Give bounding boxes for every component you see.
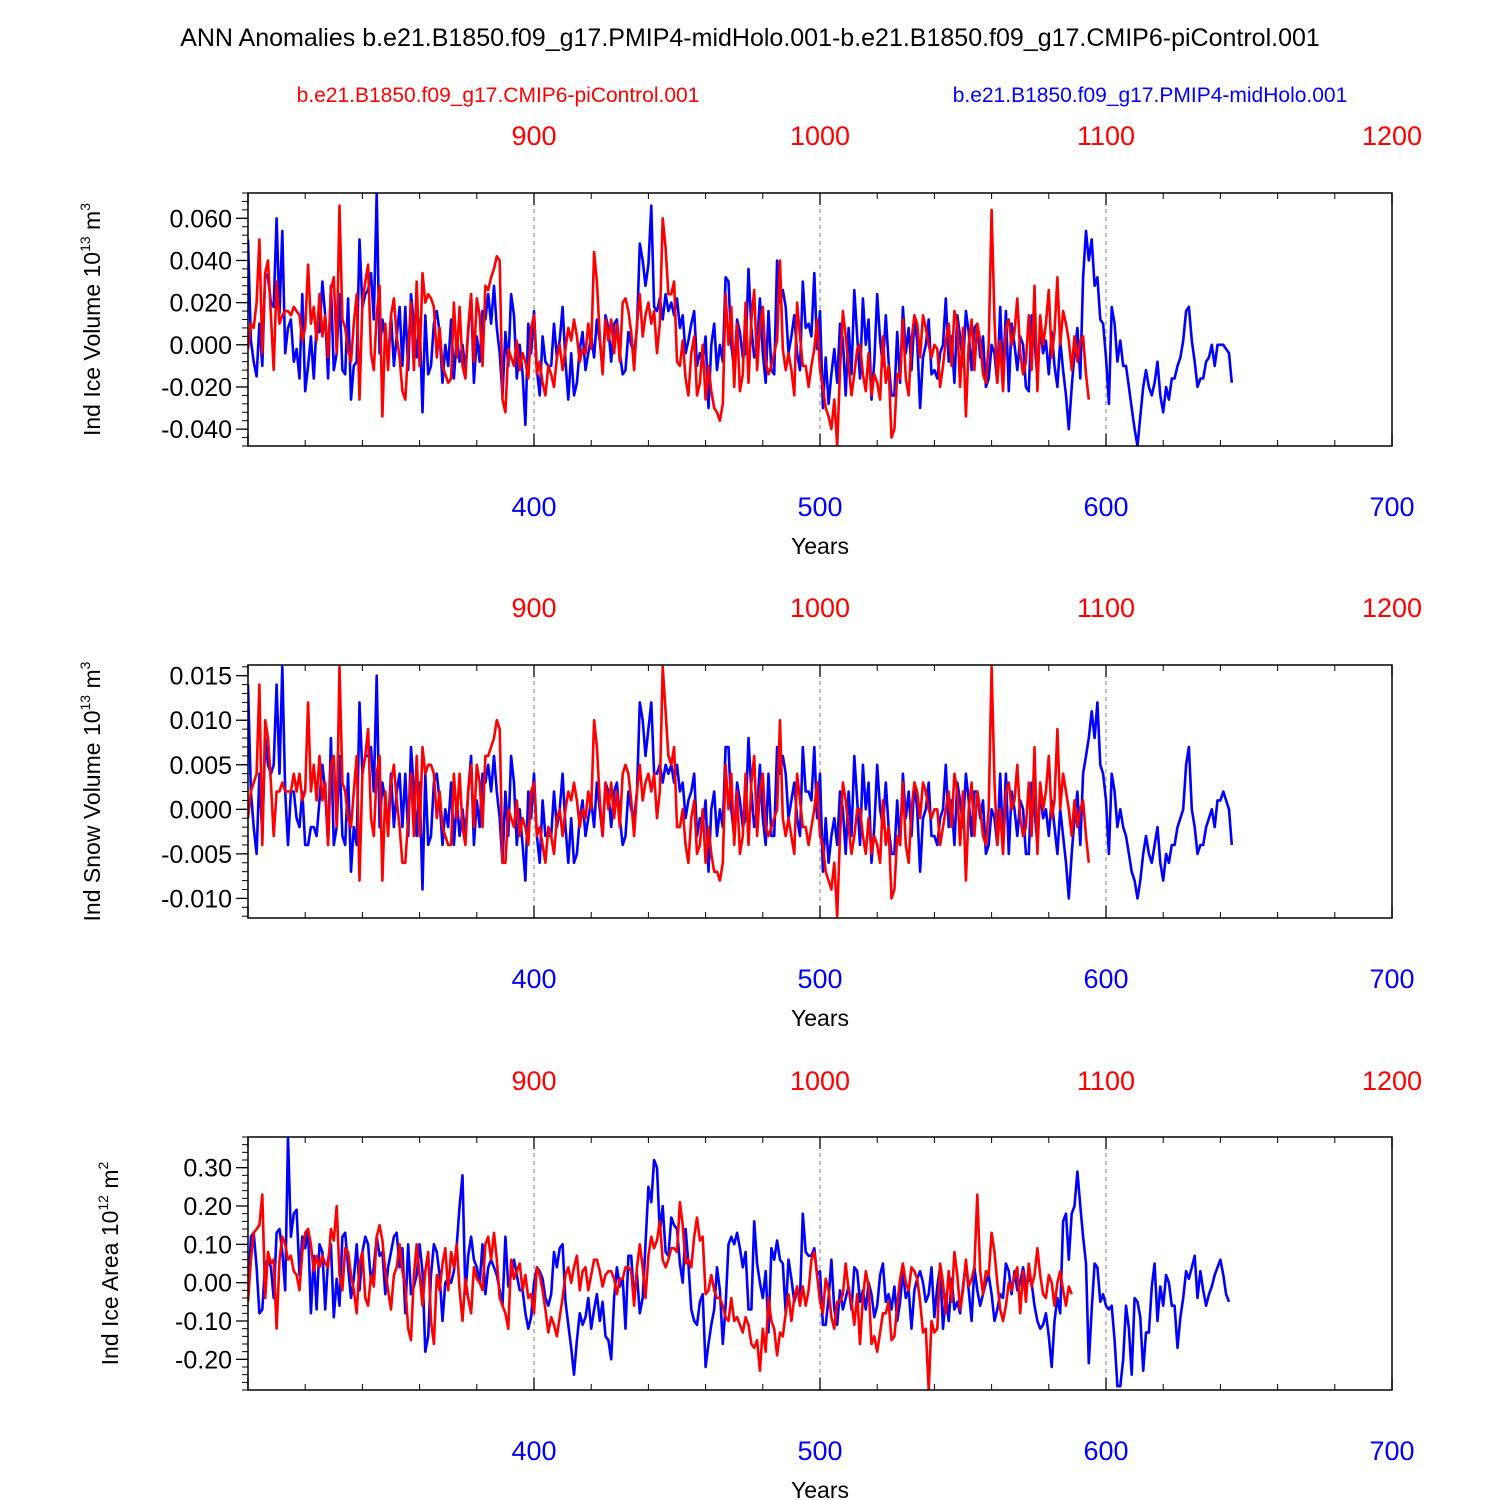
y-tick-label: -0.10 xyxy=(175,1308,232,1336)
panel-1: -0.040 -0.020 0.000 0.020 0.040 0.060 400 500 60… xyxy=(77,121,1422,559)
y-axis-title-exponent: 13 xyxy=(77,695,93,711)
y-axis-title-unit: m xyxy=(79,211,105,237)
plot-frame xyxy=(247,664,1393,919)
x-bottom-tick-label: 400 xyxy=(511,1436,556,1466)
y-axis-title-text: Ind Ice Volume 10 xyxy=(79,252,105,436)
y-tick-label: 0.000 xyxy=(169,796,232,824)
y-axis-title-unit: m xyxy=(79,669,105,695)
series-line-midholo xyxy=(248,665,1234,900)
legend-holo-label: b.e21.B1850.f09_g17.PMIP4-midHolo.001 xyxy=(953,84,1348,107)
y-axis-title-exponent: 12 xyxy=(95,1195,111,1211)
y-tick-label: -0.020 xyxy=(161,374,232,402)
series-line-picontrol xyxy=(248,1193,1073,1390)
y-tick-label: 0.10 xyxy=(183,1231,232,1259)
series-line-picontrol xyxy=(248,665,1091,918)
x-bottom-tick-label: 600 xyxy=(1083,492,1128,522)
x-top-tick-label: 1100 xyxy=(1077,1066,1135,1096)
x-top-tick-label: 900 xyxy=(511,121,556,151)
y-tick-label: 0.005 xyxy=(169,752,232,780)
y-axis-title: Ind Ice Volume 1013 m3 xyxy=(77,203,105,436)
y-tick-label: 0.020 xyxy=(169,290,232,318)
y-axis-title-unit-exponent: 3 xyxy=(77,203,93,211)
x-axis-title: Years xyxy=(791,533,849,559)
y-axis-title-unit-exponent: 2 xyxy=(95,1161,111,1169)
y-tick-label: 0.20 xyxy=(183,1193,232,1221)
y-axis-title-unit: m xyxy=(97,1169,123,1195)
x-bottom-tick-label: 600 xyxy=(1083,1436,1128,1466)
y-axis-title-unit-exponent: 3 xyxy=(77,661,93,669)
x-top-tick-label: 1100 xyxy=(1077,593,1135,623)
plot-frame xyxy=(247,192,1393,447)
x-top-tick-label: 1200 xyxy=(1362,593,1422,623)
panels: -0.040 -0.020 0.000 0.020 0.040 0.060 400 500 60… xyxy=(77,121,1422,1500)
legend-ctrl-label: b.e21.B1850.f09_g17.CMIP6-piControl.001 xyxy=(297,84,700,107)
y-tick-label: 0.015 xyxy=(169,663,232,691)
panel-2: -0.010 -0.005 0.000 0.005 0.010 0.015 400 500 60… xyxy=(77,593,1422,1031)
y-axis-title-exponent: 13 xyxy=(77,236,93,252)
y-axis-title-text: Ind Ice Area 10 xyxy=(97,1211,123,1366)
y-tick-label: 0.30 xyxy=(183,1155,232,1183)
x-top-tick-label: 900 xyxy=(511,593,556,623)
x-top-tick-label: 1000 xyxy=(790,1066,850,1096)
y-tick-label: -0.20 xyxy=(175,1346,232,1374)
y-axis-title: Ind Ice Area 1012 m2 xyxy=(95,1161,123,1365)
x-top-tick-label: 1200 xyxy=(1362,121,1422,151)
x-bottom-tick-label: 400 xyxy=(511,492,556,522)
panel-3: -0.20 -0.10 0.00 0.10 0.20 0.30 400 500 600 700 90… xyxy=(95,1066,1422,1500)
x-bottom-tick-label: 700 xyxy=(1369,492,1414,522)
x-top-tick-label: 1200 xyxy=(1362,1066,1422,1096)
figure-title: ANN Anomalies b.e21.B1850.f09_g17.PMIP4-… xyxy=(180,24,1320,52)
y-tick-label: 0.060 xyxy=(169,205,232,233)
y-tick-label: -0.005 xyxy=(161,841,232,869)
x-bottom-tick-label: 400 xyxy=(511,964,556,994)
x-bottom-tick-label: 600 xyxy=(1083,964,1128,994)
x-bottom-tick-label: 700 xyxy=(1369,1436,1414,1466)
y-tick-label: 0.010 xyxy=(169,707,232,735)
x-axis-title: Years xyxy=(791,1477,849,1500)
x-bottom-tick-label: 700 xyxy=(1369,964,1414,994)
y-axis-title-text: Ind Snow Volume 10 xyxy=(79,710,105,921)
series-line-picontrol xyxy=(248,204,1091,446)
plot-frame xyxy=(247,1136,1393,1391)
x-top-tick-label: 1100 xyxy=(1077,121,1135,151)
y-axis-title: Ind Snow Volume 1013 m3 xyxy=(77,661,105,921)
x-bottom-tick-label: 500 xyxy=(797,1436,842,1466)
y-tick-label: 0.000 xyxy=(169,332,232,360)
x-top-tick-label: 1000 xyxy=(790,121,850,151)
x-bottom-tick-label: 500 xyxy=(797,964,842,994)
x-axis-title: Years xyxy=(791,1005,849,1031)
y-tick-label: 0.00 xyxy=(183,1270,232,1298)
x-bottom-tick-label: 500 xyxy=(797,492,842,522)
x-top-tick-label: 1000 xyxy=(790,593,850,623)
y-tick-label: -0.010 xyxy=(161,885,232,913)
y-tick-label: 0.040 xyxy=(169,247,232,275)
y-tick-label: -0.040 xyxy=(161,416,232,444)
x-top-tick-label: 900 xyxy=(511,1066,556,1096)
series-line-midholo xyxy=(248,1137,1231,1388)
